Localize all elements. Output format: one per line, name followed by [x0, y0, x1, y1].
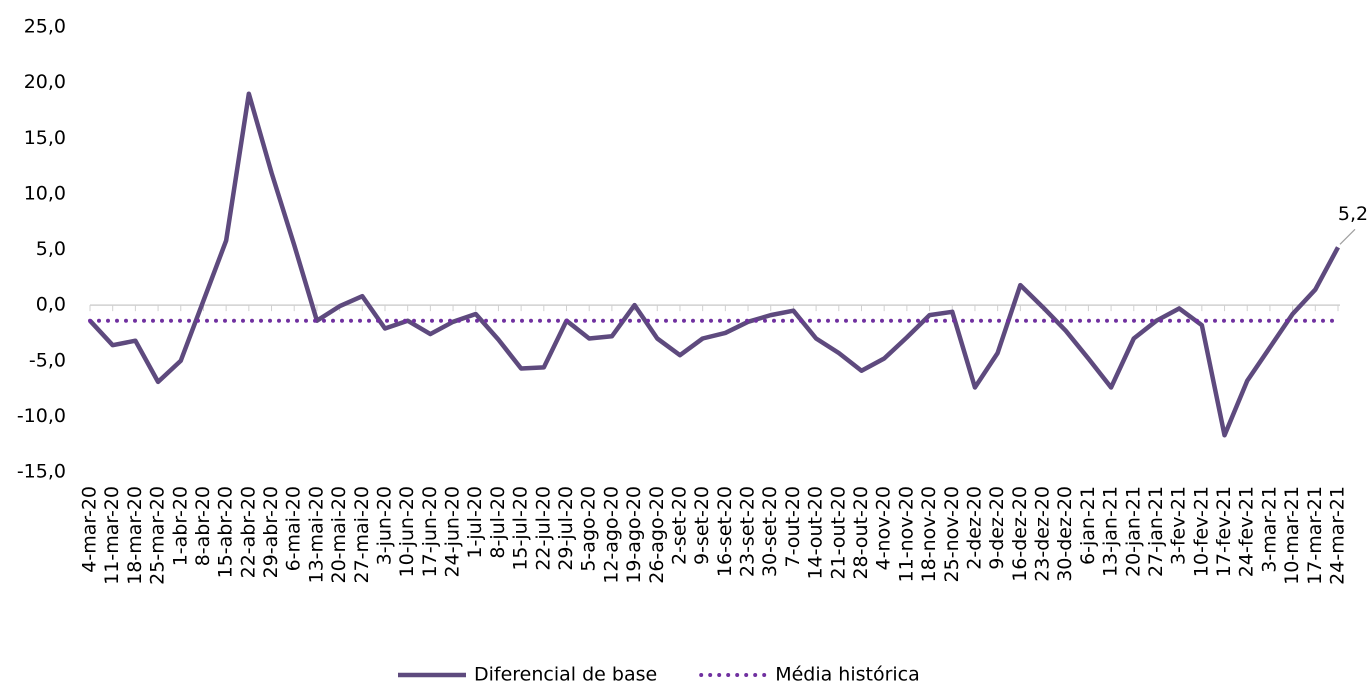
- x-tick-label: 4-nov-20: [873, 486, 895, 570]
- x-tick-label: 19-ago-20: [623, 486, 645, 584]
- x-tick-label: 25-nov-20: [941, 486, 963, 582]
- x-tick-label: 12-ago-20: [600, 486, 622, 584]
- x-tick-label: 1-jul-20: [464, 486, 486, 559]
- x-tick-label: 14-out-20: [805, 486, 827, 580]
- x-tick-label: 16-set-20: [714, 486, 736, 577]
- y-tick-label: -5,0: [29, 349, 66, 371]
- x-tick-label: 8-abr-20: [192, 486, 214, 566]
- y-tick-label: 15,0: [24, 127, 66, 149]
- x-tick-label: 17-mar-21: [1304, 486, 1326, 585]
- x-tick-label: 30-set-20: [759, 486, 781, 577]
- x-tick-label: 11-nov-20: [895, 486, 917, 582]
- legend-label: Diferencial de base: [474, 664, 657, 686]
- y-tick-label: 20,0: [24, 71, 66, 93]
- x-tick-label: 10-mar-21: [1281, 486, 1303, 585]
- x-tick-label: 21-out-20: [827, 486, 849, 580]
- legend-label: Média histórica: [775, 664, 920, 686]
- x-tick-label: 30-dez-20: [1054, 486, 1076, 582]
- x-tick-label: 4-mar-20: [79, 486, 101, 573]
- x-tick-label: 18-nov-20: [918, 486, 940, 582]
- x-tick-label: 22-abr-20: [237, 486, 259, 578]
- y-tick-label: -15,0: [17, 461, 66, 483]
- y-tick-label: 0,0: [36, 294, 66, 316]
- x-tick-label: 29-jul-20: [555, 486, 577, 571]
- x-tick-label: 22-jul-20: [532, 486, 554, 571]
- x-tick-label: 6-jan-21: [1077, 486, 1099, 565]
- x-tick-label: 15-jul-20: [510, 486, 532, 571]
- x-tick-label: 17-jun-20: [419, 486, 441, 577]
- series-line: [88, 91, 1340, 438]
- x-tick-label: 5-ago-20: [578, 486, 600, 572]
- x-tick-label: 24-mar-21: [1327, 486, 1349, 585]
- x-tick-label: 6-mai-20: [283, 486, 305, 571]
- x-tick-label: 20-jan-21: [1122, 486, 1144, 577]
- x-tick-label: 24-fev-21: [1236, 486, 1258, 577]
- x-tick-label: 9-set-20: [691, 486, 713, 565]
- data-label: 5,2: [1338, 203, 1368, 225]
- x-tick-label: 7-out-20: [782, 486, 804, 567]
- label-leader: [1339, 228, 1356, 245]
- x-tick-label: 27-jan-21: [1145, 486, 1167, 577]
- x-tick-label: 10-fev-21: [1190, 486, 1212, 577]
- x-tick-label: 13-jan-21: [1100, 486, 1122, 577]
- y-tick-label: 25,0: [24, 16, 66, 38]
- x-tick-label: 20-mai-20: [328, 486, 350, 584]
- x-tick-label: 18-mar-20: [124, 486, 146, 585]
- x-tick-label: 23-dez-20: [1032, 486, 1054, 582]
- y-tick-label: 5,0: [36, 238, 66, 260]
- x-tick-label: 11-mar-20: [101, 486, 123, 585]
- x-tick-label: 10-jun-20: [396, 486, 418, 577]
- x-tick-label: 24-jun-20: [442, 486, 464, 577]
- x-tick-label: 23-set-20: [737, 486, 759, 577]
- x-tick-label: 3-jun-20: [373, 486, 395, 565]
- x-tick-label: 9-dez-20: [986, 486, 1008, 570]
- x-tick-label: 8-jul-20: [487, 486, 509, 559]
- x-tick-label: 15-abr-20: [215, 486, 237, 578]
- x-tick-label: 26-ago-20: [646, 486, 668, 584]
- x-tick-label: 27-mai-20: [351, 486, 373, 584]
- x-tick-label: 13-mai-20: [305, 486, 327, 584]
- x-tick-label: 2-set-20: [668, 486, 690, 565]
- y-tick-label: 10,0: [24, 182, 66, 204]
- x-tick-label: 28-out-20: [850, 486, 872, 580]
- x-tick-label: 17-fev-21: [1213, 486, 1235, 577]
- x-tick-label: 16-dez-20: [1009, 486, 1031, 582]
- y-tick-label: -10,0: [17, 405, 66, 427]
- x-tick-label: 25-mar-20: [147, 486, 169, 585]
- x-tick-label: 2-dez-20: [963, 486, 985, 570]
- x-tick-label: 1-abr-20: [169, 486, 191, 566]
- x-tick-label: 29-abr-20: [260, 486, 282, 578]
- x-tick-label: 3-mar-21: [1258, 486, 1280, 573]
- x-tick-label: 3-fev-21: [1168, 486, 1190, 565]
